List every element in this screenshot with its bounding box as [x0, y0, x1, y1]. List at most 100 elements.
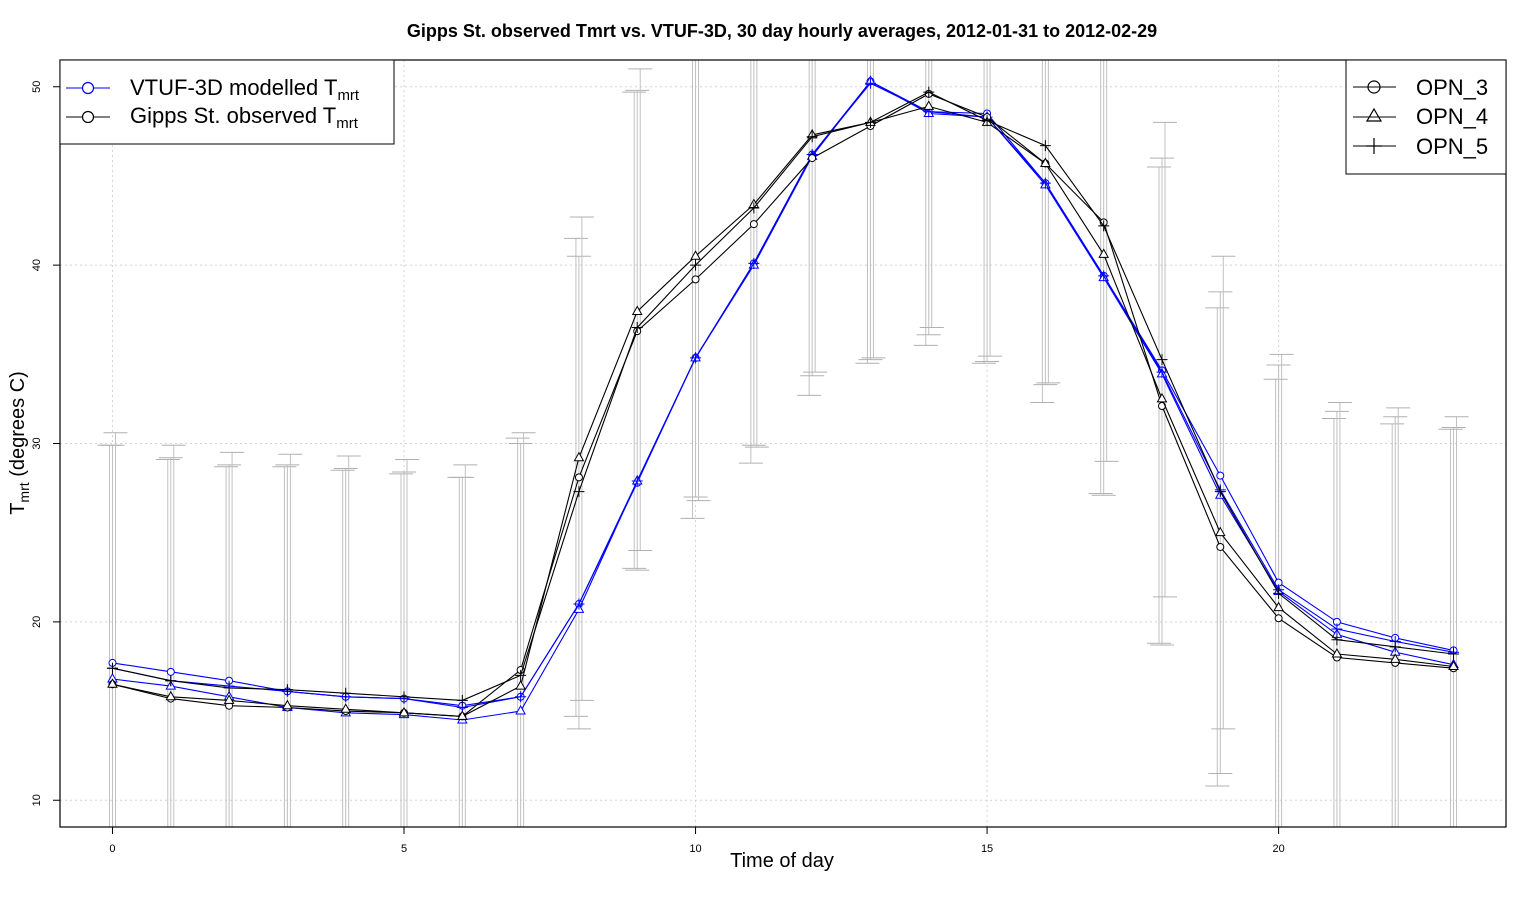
y-axis-label-rest: (degrees C) — [7, 371, 29, 482]
legend-groups-marker-triangle — [1365, 107, 1383, 122]
data-point-triangle — [1448, 660, 1459, 670]
data-point-circle — [749, 220, 758, 229]
legend-models-label-1: Gipps St. observed Tmrt — [130, 103, 359, 132]
data-point-plus — [106, 662, 118, 674]
data-point-plus — [631, 475, 643, 487]
legend-groups-entry-0: OPN_3 — [1353, 75, 1488, 100]
data-point-plus — [515, 669, 527, 681]
legend-groups-label-2: OPN_5 — [1416, 134, 1488, 159]
error-bars — [97, 60, 1469, 827]
grid — [60, 60, 1506, 827]
data-point-plus — [165, 675, 177, 687]
x-tick-label: 10 — [689, 843, 701, 855]
data-point-plus — [1156, 366, 1168, 378]
data-point-triangle — [573, 451, 585, 462]
data-point-circle — [1274, 614, 1283, 623]
series-line-opn_5 — [112, 82, 1454, 709]
data-point-triangle — [1214, 526, 1226, 537]
legend-models-label-0: VTUF-3D modelled Tmrt — [130, 75, 360, 104]
data-point-plus — [690, 352, 702, 364]
y-tick-label: 50 — [31, 81, 43, 93]
data-point-plus — [748, 257, 760, 269]
data-point-plus — [1039, 140, 1051, 152]
legend-groups-label-0: OPN_3 — [1416, 75, 1488, 100]
data-point-circle — [1216, 471, 1225, 480]
y-axis: 10 20 30 40 50 — [31, 81, 60, 806]
x-tick-label: 0 — [109, 843, 115, 855]
data-point-plus — [631, 322, 643, 334]
data-point-triangle — [1389, 653, 1401, 663]
y-axis-label: Tmrt (degrees C) — [7, 371, 32, 515]
data-point-plus — [1448, 648, 1460, 660]
data-point-plus — [398, 691, 410, 703]
data-point-triangle — [223, 694, 235, 704]
x-tick-label: 5 — [401, 843, 407, 855]
series-line-opn_3 — [112, 93, 1454, 717]
x-tick-label: 20 — [1272, 843, 1284, 855]
data-point-plus — [923, 86, 935, 98]
legend-groups-label-1: OPN_4 — [1416, 104, 1488, 129]
data-point-plus — [748, 202, 760, 214]
legend-groups-entry-2: OPN_5 — [1353, 134, 1488, 159]
data-point-triangle — [340, 703, 352, 713]
data-point-plus — [1156, 354, 1168, 366]
y-tick-label: 30 — [31, 437, 43, 449]
series-line-opn_4 — [112, 105, 1454, 717]
y-tick-label: 20 — [31, 616, 43, 628]
legend-models-entry-0: VTUF-3D modelled Tmrt — [66, 75, 360, 104]
data-point-plus — [690, 259, 702, 271]
data-point-plus — [1098, 220, 1110, 232]
y-tick-label: 10 — [31, 794, 43, 806]
data-point-plus — [1214, 486, 1226, 498]
data-point-triangle — [515, 705, 526, 715]
data-point-plus — [864, 77, 876, 89]
data-point-triangle — [398, 706, 410, 717]
legend-groups-marker-plus — [1366, 138, 1382, 154]
data-point-plus — [573, 598, 585, 610]
data-point-plus — [515, 691, 527, 703]
chart-title: Gipps St. observed Tmrt vs. VTUF-3D, 30 … — [407, 21, 1157, 41]
series-line-opn_3 — [112, 80, 1454, 707]
data-point-triangle — [515, 680, 526, 690]
data-point-triangle — [1098, 248, 1110, 258]
legend-models-entry-1: Gipps St. observed Tmrt — [66, 103, 359, 132]
x-axis: 0 5 10 15 20 — [109, 827, 1285, 855]
x-axis-label: Time of day — [730, 850, 834, 872]
legend-models-marker-1 — [81, 110, 95, 124]
data-point-plus — [223, 682, 235, 694]
legend-groups-entry-1: OPN_4 — [1353, 104, 1488, 129]
data-point-triangle — [165, 690, 177, 701]
legend-models-marker-0 — [81, 81, 95, 95]
data-point-plus — [864, 116, 876, 128]
data-point-plus — [1098, 270, 1110, 282]
x-tick-label: 15 — [981, 843, 993, 855]
data-point-plus — [456, 694, 468, 706]
series-line-opn_4 — [112, 80, 1454, 721]
data-point-plus — [1331, 623, 1343, 635]
data-point-circle — [574, 473, 583, 482]
data-point-triangle — [923, 100, 935, 110]
legend-models: VTUF-3D modelled Tmrt Gipps St. observed… — [59, 59, 395, 145]
data-point-triangle — [1273, 601, 1284, 612]
legend-groups: OPN_3 OPN_4 OPN_5 — [1345, 59, 1507, 175]
data-point-plus — [340, 687, 352, 699]
data-point-plus — [1273, 587, 1285, 599]
y-axis-label-sub: mrt — [16, 482, 32, 502]
data-point-triangle — [1331, 647, 1343, 658]
data-point-triangle — [282, 699, 293, 710]
data-point-circle — [808, 154, 817, 163]
data-point-triangle — [1156, 392, 1168, 403]
data-point-triangle — [631, 305, 643, 316]
data-point-plus — [981, 115, 993, 127]
data-point-triangle — [107, 678, 118, 688]
y-tick-label: 40 — [31, 259, 43, 271]
data-point-triangle — [1040, 157, 1051, 167]
legend-models-box — [59, 59, 395, 145]
data-point-circle — [1216, 542, 1225, 551]
y-axis-label-main: T — [7, 503, 29, 515]
data-point-circle — [691, 275, 700, 284]
legend-groups-marker-circle — [1367, 80, 1381, 94]
data-point-plus — [281, 684, 293, 696]
data-point-plus — [1039, 177, 1051, 189]
